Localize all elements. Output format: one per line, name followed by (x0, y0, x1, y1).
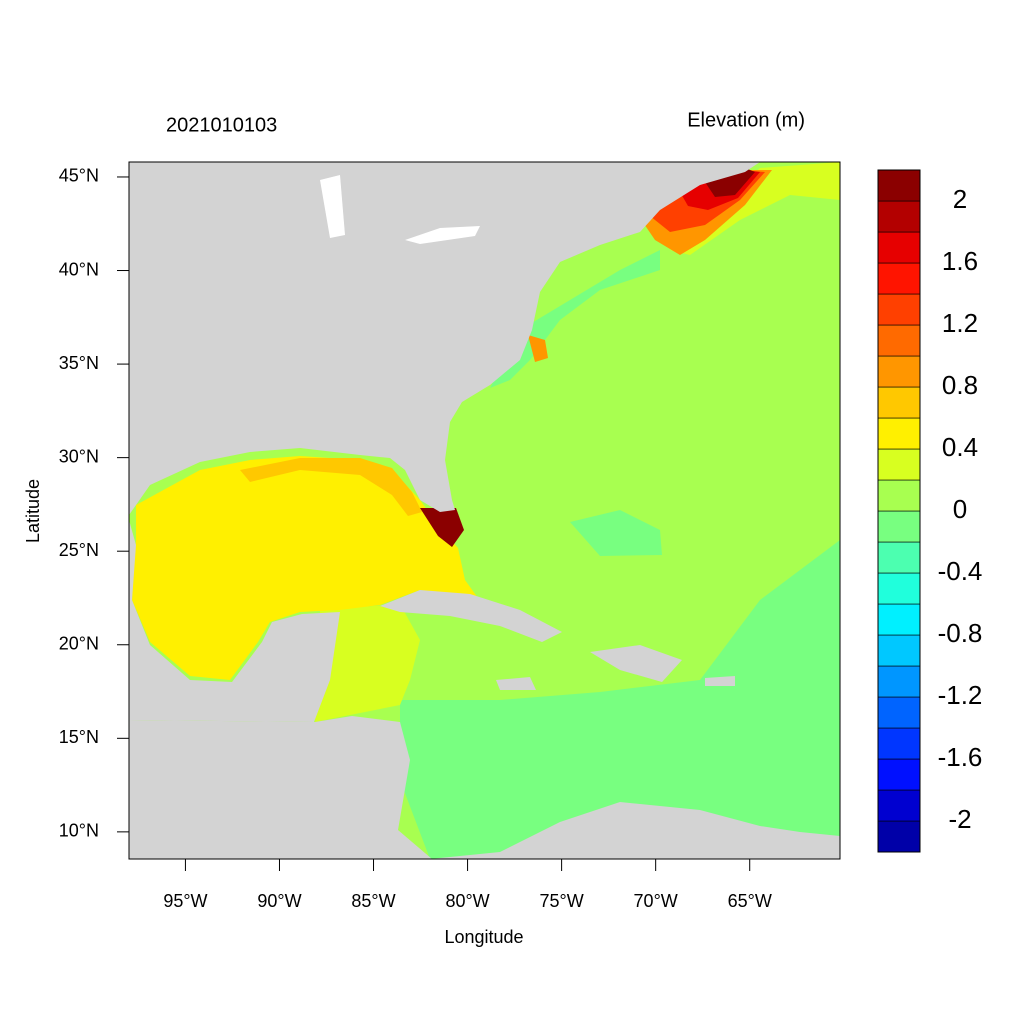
colorbar-box (877, 541, 921, 574)
colorbar-box (877, 479, 921, 512)
colorbar-box (877, 789, 921, 822)
map-field (129, 162, 840, 859)
colorbar-box (877, 231, 921, 264)
colorbar-box (877, 417, 921, 450)
colorbar-title: Elevation (m) (687, 109, 805, 131)
x-tick-label: 85°W (351, 891, 395, 911)
y-tick-label: 15°N (59, 727, 99, 747)
colorbar-label: 0.4 (942, 432, 978, 462)
lake (405, 226, 480, 244)
x-tick-label: 90°W (257, 891, 301, 911)
colorbar-box (877, 727, 921, 760)
ocean-region (570, 510, 662, 556)
x-tick-label: 70°W (634, 891, 678, 911)
plot-frame (128, 161, 841, 860)
colorbar-frame (877, 169, 921, 853)
y-tick-label: 20°N (59, 634, 99, 654)
colorbar-label: -0.8 (938, 618, 983, 648)
y-tick-label: 45°N (59, 166, 99, 186)
colorbar-box (877, 634, 921, 667)
colorbar-box (877, 572, 921, 605)
land (129, 162, 760, 515)
gulf-of-maine (705, 168, 755, 197)
x-tick-label: 65°W (728, 891, 772, 911)
y-tick-label: 40°N (59, 259, 99, 279)
gulf (132, 456, 478, 680)
colorbar-box (877, 355, 921, 388)
y-tick-label: 10°N (59, 821, 99, 841)
colorbar-box (877, 169, 921, 202)
ocean-region (490, 250, 660, 388)
land (705, 676, 735, 686)
coast-surge (420, 508, 464, 547)
ocean-region (400, 540, 840, 859)
x-axis-label: Longitude (444, 927, 523, 947)
y-tick-label: 25°N (59, 540, 99, 560)
coast-surge (528, 335, 548, 362)
x-tick-label: 95°W (163, 891, 207, 911)
lake (320, 175, 345, 238)
colorbar-box (877, 603, 921, 636)
colorbar-label: 0.8 (942, 370, 978, 400)
x-tick-label: 80°W (445, 891, 489, 911)
land (590, 645, 682, 682)
colorbar-label: -1.2 (938, 680, 983, 710)
gulf (240, 458, 422, 516)
colorbar-box (877, 448, 921, 481)
x-tick-label: 75°W (540, 891, 584, 911)
colorbar-box (877, 758, 921, 791)
colorbar-label: 0 (953, 494, 967, 524)
colorbar-box (877, 820, 921, 853)
colorbar-label: -1.6 (938, 742, 983, 772)
colorbar-box (877, 665, 921, 698)
colorbar-box (877, 386, 921, 419)
colorbar-box (877, 262, 921, 295)
colorbar-label: 1.6 (942, 246, 978, 276)
ocean-region (315, 604, 420, 722)
colorbar-label: 1.2 (942, 308, 978, 338)
land (129, 716, 432, 859)
colorbar-box (877, 293, 921, 326)
colorbar-box (877, 200, 921, 233)
colorbar-label: -0.4 (938, 556, 983, 586)
map-title: 2021010103 (166, 114, 277, 136)
colorbar-box (877, 696, 921, 729)
y-tick-label: 35°N (59, 353, 99, 373)
colorbar-label: -2 (948, 804, 971, 834)
colorbar-box (877, 510, 921, 543)
y-tick-label: 30°N (59, 446, 99, 466)
colorbar-box (877, 324, 921, 357)
colorbar-label: 2 (953, 184, 967, 214)
y-axis-label: Latitude (23, 479, 43, 543)
land (430, 802, 840, 859)
land (129, 520, 340, 722)
land (496, 677, 536, 690)
land (380, 590, 562, 642)
